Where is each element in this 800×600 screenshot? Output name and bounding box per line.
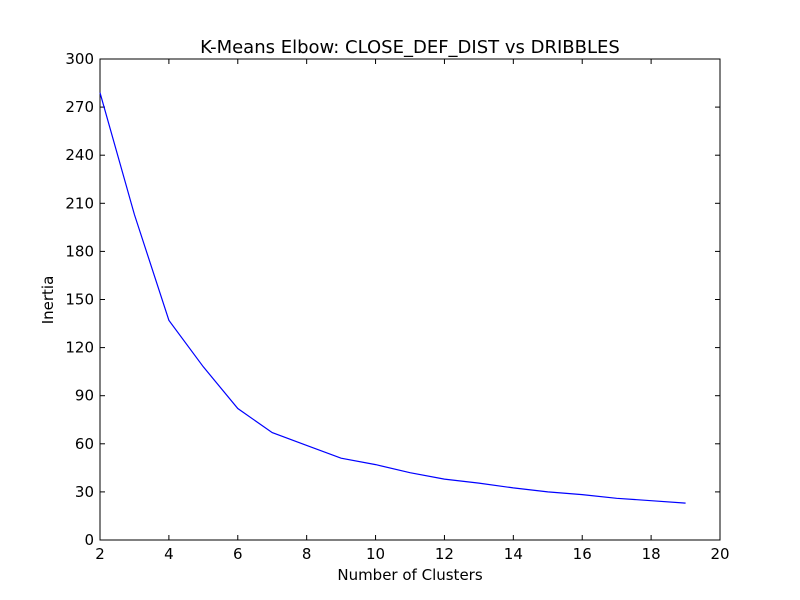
x-tick-label: 6 bbox=[233, 545, 243, 563]
y-tick-label: 120 bbox=[65, 339, 94, 357]
y-tick-label: 60 bbox=[75, 435, 94, 453]
y-tick-label: 30 bbox=[75, 483, 94, 501]
tick-labels: 2 4 6 8 10 12 14 16 18 20 0 30 60 90 120 150 180 210 240 27… bbox=[65, 50, 729, 563]
x-tick-label: 10 bbox=[366, 545, 385, 563]
y-tick-label: 90 bbox=[75, 387, 94, 405]
x-axis-label: Number of Clusters bbox=[337, 566, 482, 584]
y-tick-label: 150 bbox=[65, 291, 94, 309]
y-tick-label: 180 bbox=[65, 242, 94, 260]
y-axis-label: Inertia bbox=[39, 276, 57, 325]
x-tick-label: 14 bbox=[504, 545, 523, 563]
ticks bbox=[99, 58, 721, 541]
x-tick-label: 2 bbox=[95, 545, 105, 563]
x-tick-label: 18 bbox=[642, 545, 661, 563]
y-tick-label: 0 bbox=[84, 531, 94, 549]
chart-title: K-Means Elbow: CLOSE_DEF_DIST vs DRIBBLE… bbox=[200, 37, 620, 58]
x-tick-label: 20 bbox=[710, 545, 729, 563]
plot-frame bbox=[99, 58, 721, 541]
x-tick-label: 16 bbox=[573, 545, 592, 563]
x-tick-label: 8 bbox=[302, 545, 312, 563]
y-tick-label: 300 bbox=[65, 50, 94, 68]
series-line bbox=[99, 92, 686, 504]
y-tick-label: 270 bbox=[65, 98, 94, 116]
y-tick-label: 240 bbox=[65, 146, 94, 164]
x-tick-label: 12 bbox=[435, 545, 454, 563]
y-tick-label: 210 bbox=[65, 194, 94, 212]
x-tick-label: 4 bbox=[164, 545, 174, 563]
